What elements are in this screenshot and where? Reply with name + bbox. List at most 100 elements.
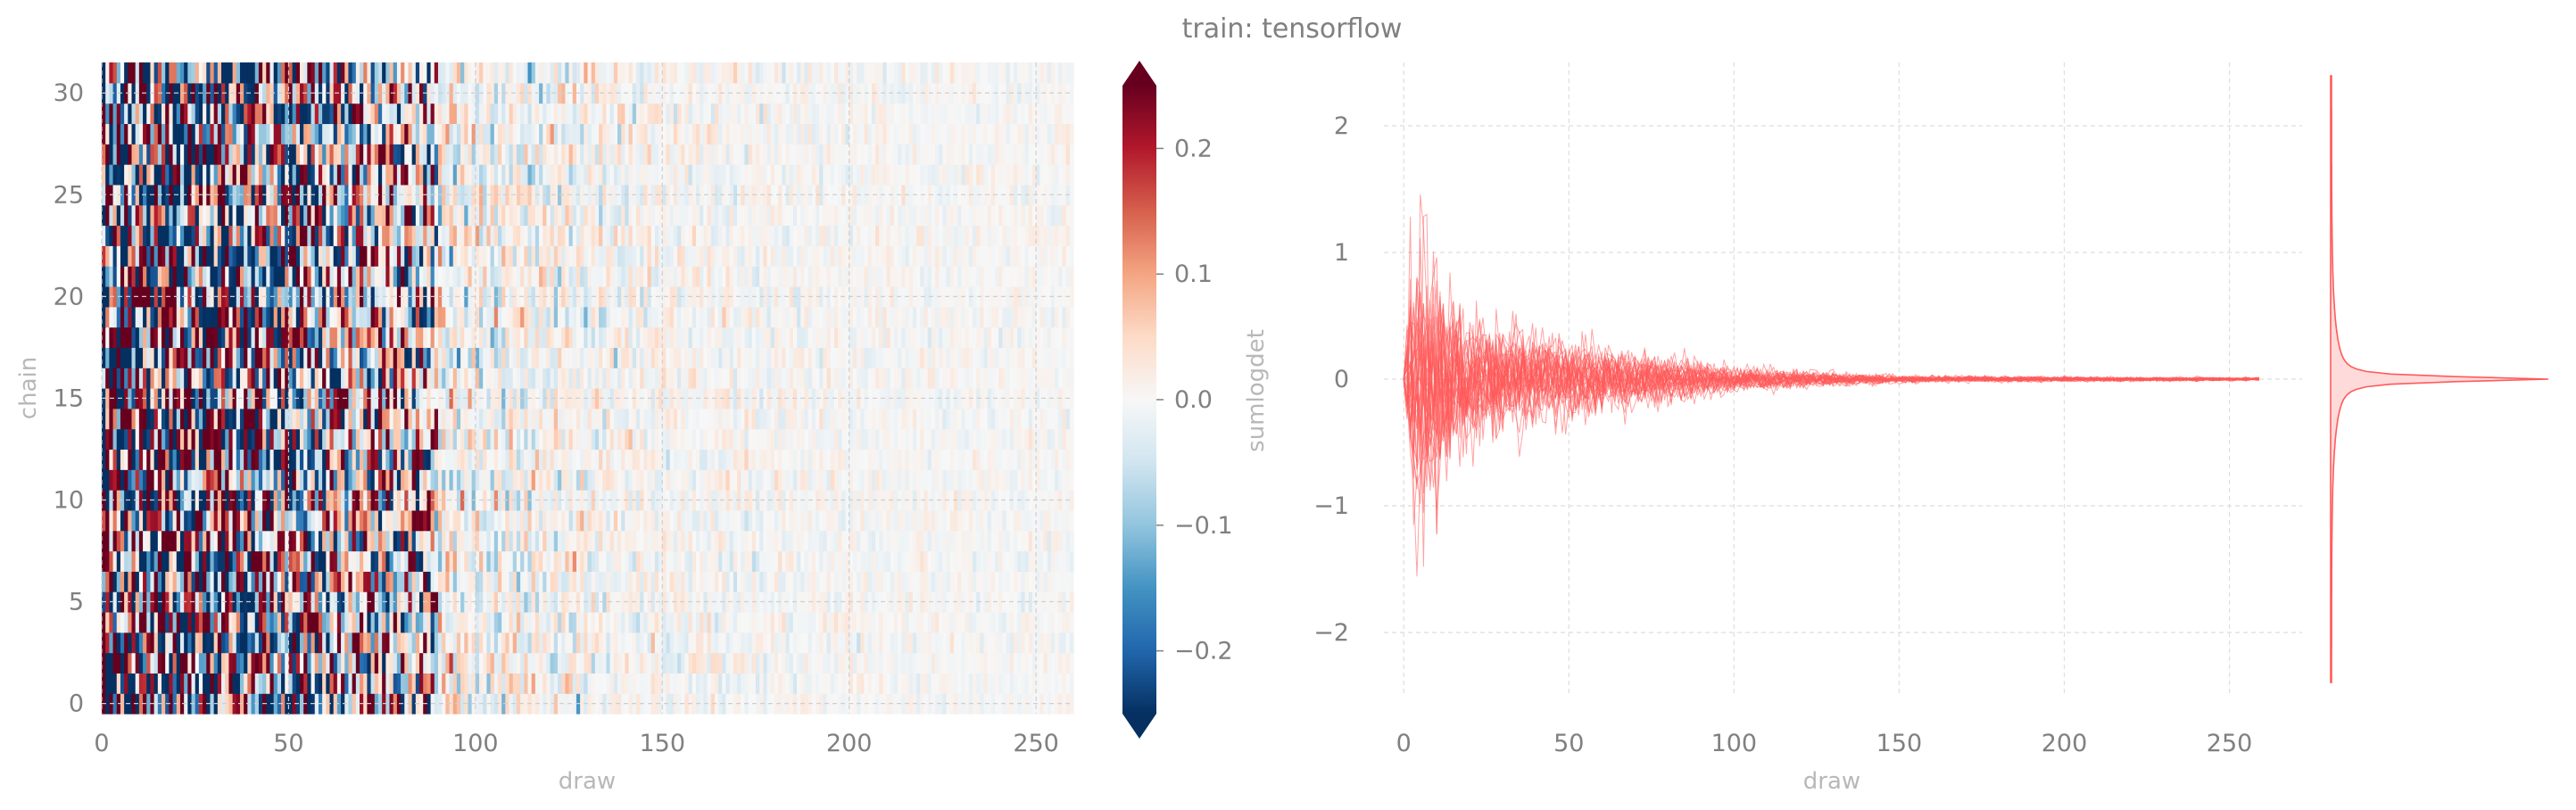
heatmap-cell [1050,652,1056,674]
heatmap-cell [927,550,932,572]
heatmap-cell [890,449,895,470]
heatmap-cell [520,632,525,654]
heatmap-cell [162,449,166,470]
heatmap-cell [475,673,480,694]
heatmap-cell [464,632,469,654]
heatmap-cell [643,591,649,613]
heatmap-cell [860,652,866,674]
heatmap-cell [367,652,372,674]
heatmap-cell [285,306,290,328]
heatmap-cell [258,530,263,552]
heatmap-cell [841,408,847,430]
heatmap-cell [1062,591,1067,613]
heatmap-cell [635,449,641,470]
heatmap-cell [456,530,461,552]
heatmap-cell [427,469,432,491]
heatmap-cell [632,550,637,572]
heatmap-cell [225,306,230,328]
heatmap-cell [419,550,424,572]
heatmap-cell [191,571,196,592]
heatmap-cell [363,347,368,368]
heatmap-cell [628,611,634,633]
heatmap-cell [360,469,364,491]
heatmap-cell [995,408,999,430]
heatmap-cell [539,469,543,491]
heatmap-cell [314,428,319,450]
heatmap-cell [725,591,731,613]
heatmap-cell [703,571,708,592]
heatmap-cell [1031,347,1037,368]
heatmap-cell [725,550,731,572]
heatmap-cell [688,632,693,654]
heatmap-cell [360,550,364,572]
heatmap-cell [449,509,454,532]
heatmap-cell [195,469,200,491]
heatmap-cell [131,449,137,470]
heatmap-cell [797,509,801,532]
heatmap-cell [826,469,832,491]
heatmap-cell [206,347,211,368]
heatmap-cell [741,591,746,613]
heatmap-cell [782,449,787,470]
heatmap-cell [654,469,659,491]
heatmap-cell [594,408,600,430]
heatmap-cell [961,673,966,694]
heatmap-cell [318,326,323,348]
heatmap-cell [184,673,188,694]
heatmap-cell [998,428,1004,450]
heatmap-cell [288,652,294,674]
heatmap-cell [890,530,895,552]
heatmap-cell [262,611,267,633]
heatmap-cell [1002,509,1007,532]
heatmap-cell [609,632,615,654]
heatmap-cell [935,611,940,633]
heatmap-cell [187,428,193,450]
heatmap-cell [759,550,764,572]
heatmap-cell [782,530,787,552]
heatmap-cell [792,509,798,532]
heatmap-cell [314,509,319,532]
heatmap-cell [931,693,936,715]
heatmap-cell [819,469,824,491]
heatmap-cell [553,368,559,389]
heatmap-cell [976,509,981,532]
heatmap-cell [1028,449,1033,470]
heatmap-cell [1002,326,1007,348]
heatmap-cell [486,469,492,491]
heatmap-cell [965,591,970,613]
heatmap-cell [553,632,559,654]
heatmap-cell [377,449,383,470]
heatmap-cell [120,388,125,409]
heatmap-cell [550,326,555,348]
heatmap-cell [543,368,548,389]
heatmap-cell [609,509,615,532]
heatmap-cell [512,571,518,592]
heatmap-cell [382,368,386,389]
heatmap-cell [307,428,312,450]
heatmap-cell [266,673,271,694]
heatmap-cell [931,550,936,572]
heatmap-cell [710,347,716,368]
heatmap-cell [643,408,649,430]
heatmap-cell [232,611,237,633]
heatmap-cell [239,632,244,654]
heatmap-cell [527,449,533,470]
heatmap-cell [811,326,816,348]
heatmap-cell [1006,652,1011,674]
heatmap-cell [770,449,775,470]
heatmap-cell [228,509,234,532]
heatmap-cell [609,347,615,368]
heatmap-cell [550,347,555,368]
heatmap-cell [131,306,137,328]
heatmap-cell [857,652,861,674]
heatmap-cell [210,469,215,491]
heatmap-cell [957,673,962,694]
heatmap-cell [131,408,137,430]
heatmap-cell [733,530,738,552]
heatmap-cell [609,673,615,694]
heatmap-cell [741,490,746,511]
heatmap-cell [442,673,446,694]
heatmap-cell [733,326,738,348]
heatmap-cell [920,509,925,532]
heatmap-cell [669,449,675,470]
